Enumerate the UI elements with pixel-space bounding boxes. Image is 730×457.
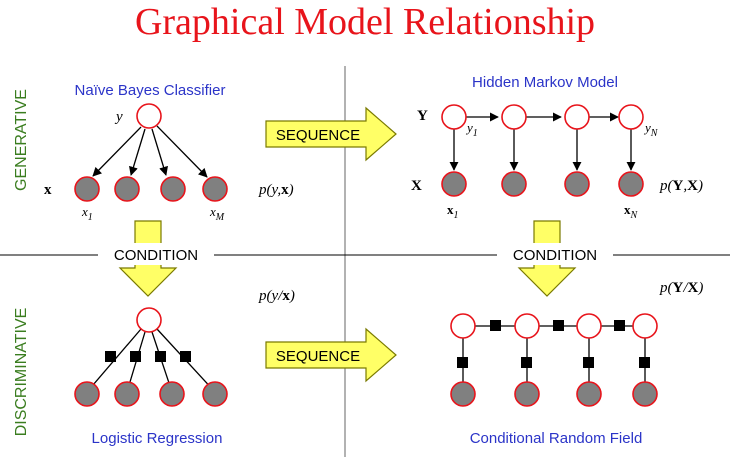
crf-factor [553,320,564,331]
nb-observed-node [202,176,228,202]
hmm-hidden-node [618,104,644,130]
crf-formula: p(Y/X) [659,280,703,296]
hmm-observed-node [564,171,590,197]
nb-x-label: x [44,182,52,198]
hmm-y1-label: y1 [465,120,478,139]
lr-factor [105,351,116,362]
crf-factor [521,357,532,368]
hmm-hidden-node [564,104,590,130]
nb-y-label: y [114,109,123,125]
hmm-observed-node [441,171,467,197]
crf-hidden-node [450,313,476,339]
nb-x1-label: x1 [81,204,93,223]
crf-factor [583,357,594,368]
crf-factor [457,357,468,368]
logistic-regression-title: Logistic Regression [92,430,223,447]
hmm-formula: p(Y,X) [659,178,703,194]
lr-hidden-node [136,307,162,333]
logistic-regression-graph [74,307,228,407]
lr-factor [180,351,191,362]
discriminative-label: DISCRIMINATIVE [13,308,30,437]
crf-observed-node [514,381,540,407]
nb-xm-label: xM [209,204,225,223]
sequence-arrow-top: SEQUENCE [265,106,397,162]
lr-observed-node [114,381,140,407]
crf-title: Conditional Random Field [470,430,643,447]
hmm-x1-label: x1 [447,202,459,221]
sequence-arrow-label: SEQUENCE [276,127,360,144]
crf-factor [639,357,650,368]
crf-graph [450,313,658,407]
crf-observed-node [576,381,602,407]
hmm-yn-label: yN [643,120,659,139]
condition-arrow-left: CONDITION [98,220,214,297]
crf-factor [490,320,501,331]
hmm-observed-node [501,171,527,197]
lr-factor [130,351,141,362]
sequence-arrow-bottom: SEQUENCE [265,327,397,383]
hmm-Y-label: Y [417,108,428,124]
nb-observed-node [160,176,186,202]
hmm-hidden-node [441,104,467,130]
page-title: Graphical Model Relationship [135,1,595,43]
nb-formula: p(y,x) [258,182,294,198]
condition-arrow-label: CONDITION [513,247,597,264]
hmm-xn-label: xN [624,202,639,221]
condition-arrow-label: CONDITION [114,247,198,264]
crf-hidden-node [514,313,540,339]
lr-observed-node [202,381,228,407]
sequence-arrow-label: SEQUENCE [276,348,360,365]
lr-observed-node [159,381,185,407]
lr-observed-node [74,381,100,407]
naive-bayes-title: Naïve Bayes Classifier [75,82,226,99]
naive-bayes-graph: y x x1 xM [44,103,228,223]
lr-factor [155,351,166,362]
generative-label: GENERATIVE [13,89,30,191]
nb-hidden-node [136,103,162,129]
hmm-observed-node [618,171,644,197]
condition-arrow-right: CONDITION [497,220,613,297]
hmm-hidden-node [501,104,527,130]
crf-hidden-node [632,313,658,339]
nb-observed-node [74,176,100,202]
lr-formula: p(y/x) [258,288,295,304]
hmm-title: Hidden Markov Model [472,74,618,91]
crf-hidden-node [576,313,602,339]
crf-observed-node [450,381,476,407]
hmm-X-label: X [411,178,422,194]
nb-observed-node [114,176,140,202]
crf-observed-node [632,381,658,407]
crf-factor [614,320,625,331]
hmm-graph: Y X y1 yN x1 xN [411,104,659,221]
